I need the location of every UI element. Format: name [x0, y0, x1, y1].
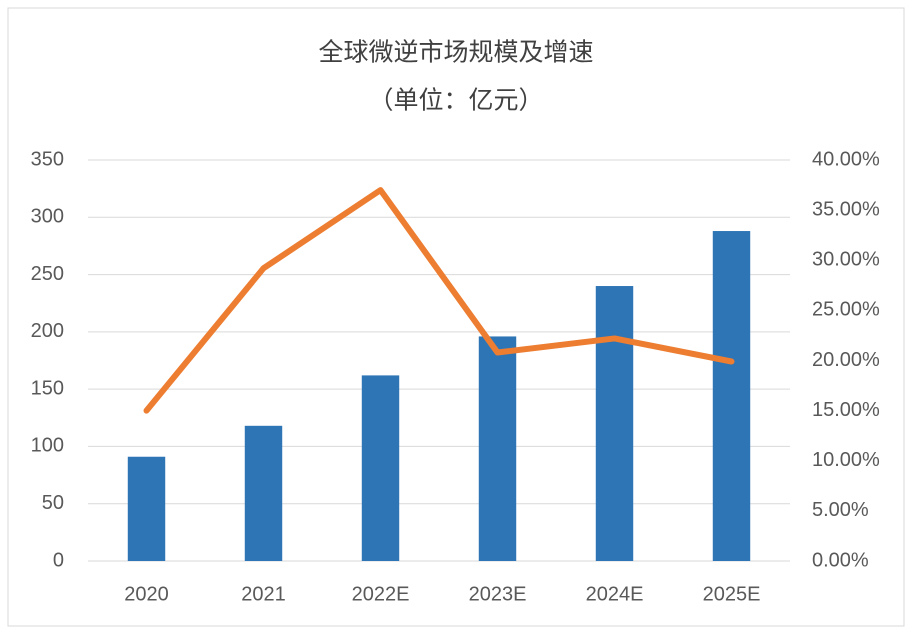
x-tick-label: 2023E — [469, 583, 527, 605]
bar — [361, 375, 400, 561]
bar — [127, 456, 166, 561]
line — [143, 187, 735, 414]
y2-tick-label: 5.00% — [812, 499, 869, 521]
y2-tick-label: 15.00% — [812, 399, 880, 421]
y-tick-label: 100 — [31, 435, 64, 457]
x-tick-label: 2022E — [352, 583, 410, 605]
y-tick-label: 150 — [31, 377, 64, 399]
x-tick-label: 2020 — [124, 583, 169, 605]
y2-tick-label: 10.00% — [812, 449, 880, 471]
y-tick-label: 250 — [31, 263, 64, 285]
y2-tick-label: 30.00% — [812, 249, 880, 271]
y-tick-label: 200 — [31, 320, 64, 342]
y-tick-label: 300 — [31, 206, 64, 228]
chart-subtitle: （单位：亿元） — [368, 87, 543, 115]
bar — [595, 286, 634, 561]
y-tick-label: 50 — [42, 492, 64, 514]
bar — [478, 336, 517, 561]
y-tick-label: 350 — [31, 148, 64, 170]
y2-tick-label: 35.00% — [812, 198, 880, 220]
y2-tick-label: 40.00% — [812, 148, 880, 170]
bar — [712, 231, 751, 561]
x-tick-label: 2021 — [241, 583, 286, 605]
y2-tick-label: 0.00% — [812, 549, 869, 571]
y-tick-label: 0 — [53, 549, 64, 571]
y2-tick-label: 20.00% — [812, 349, 880, 371]
y2-tick-label: 25.00% — [812, 299, 880, 321]
x-tick-label: 2024E — [586, 583, 644, 605]
x-tick-label: 2025E — [703, 583, 761, 605]
chart-title: 全球微逆市场规模及增速 — [318, 39, 593, 67]
bar — [244, 425, 283, 561]
